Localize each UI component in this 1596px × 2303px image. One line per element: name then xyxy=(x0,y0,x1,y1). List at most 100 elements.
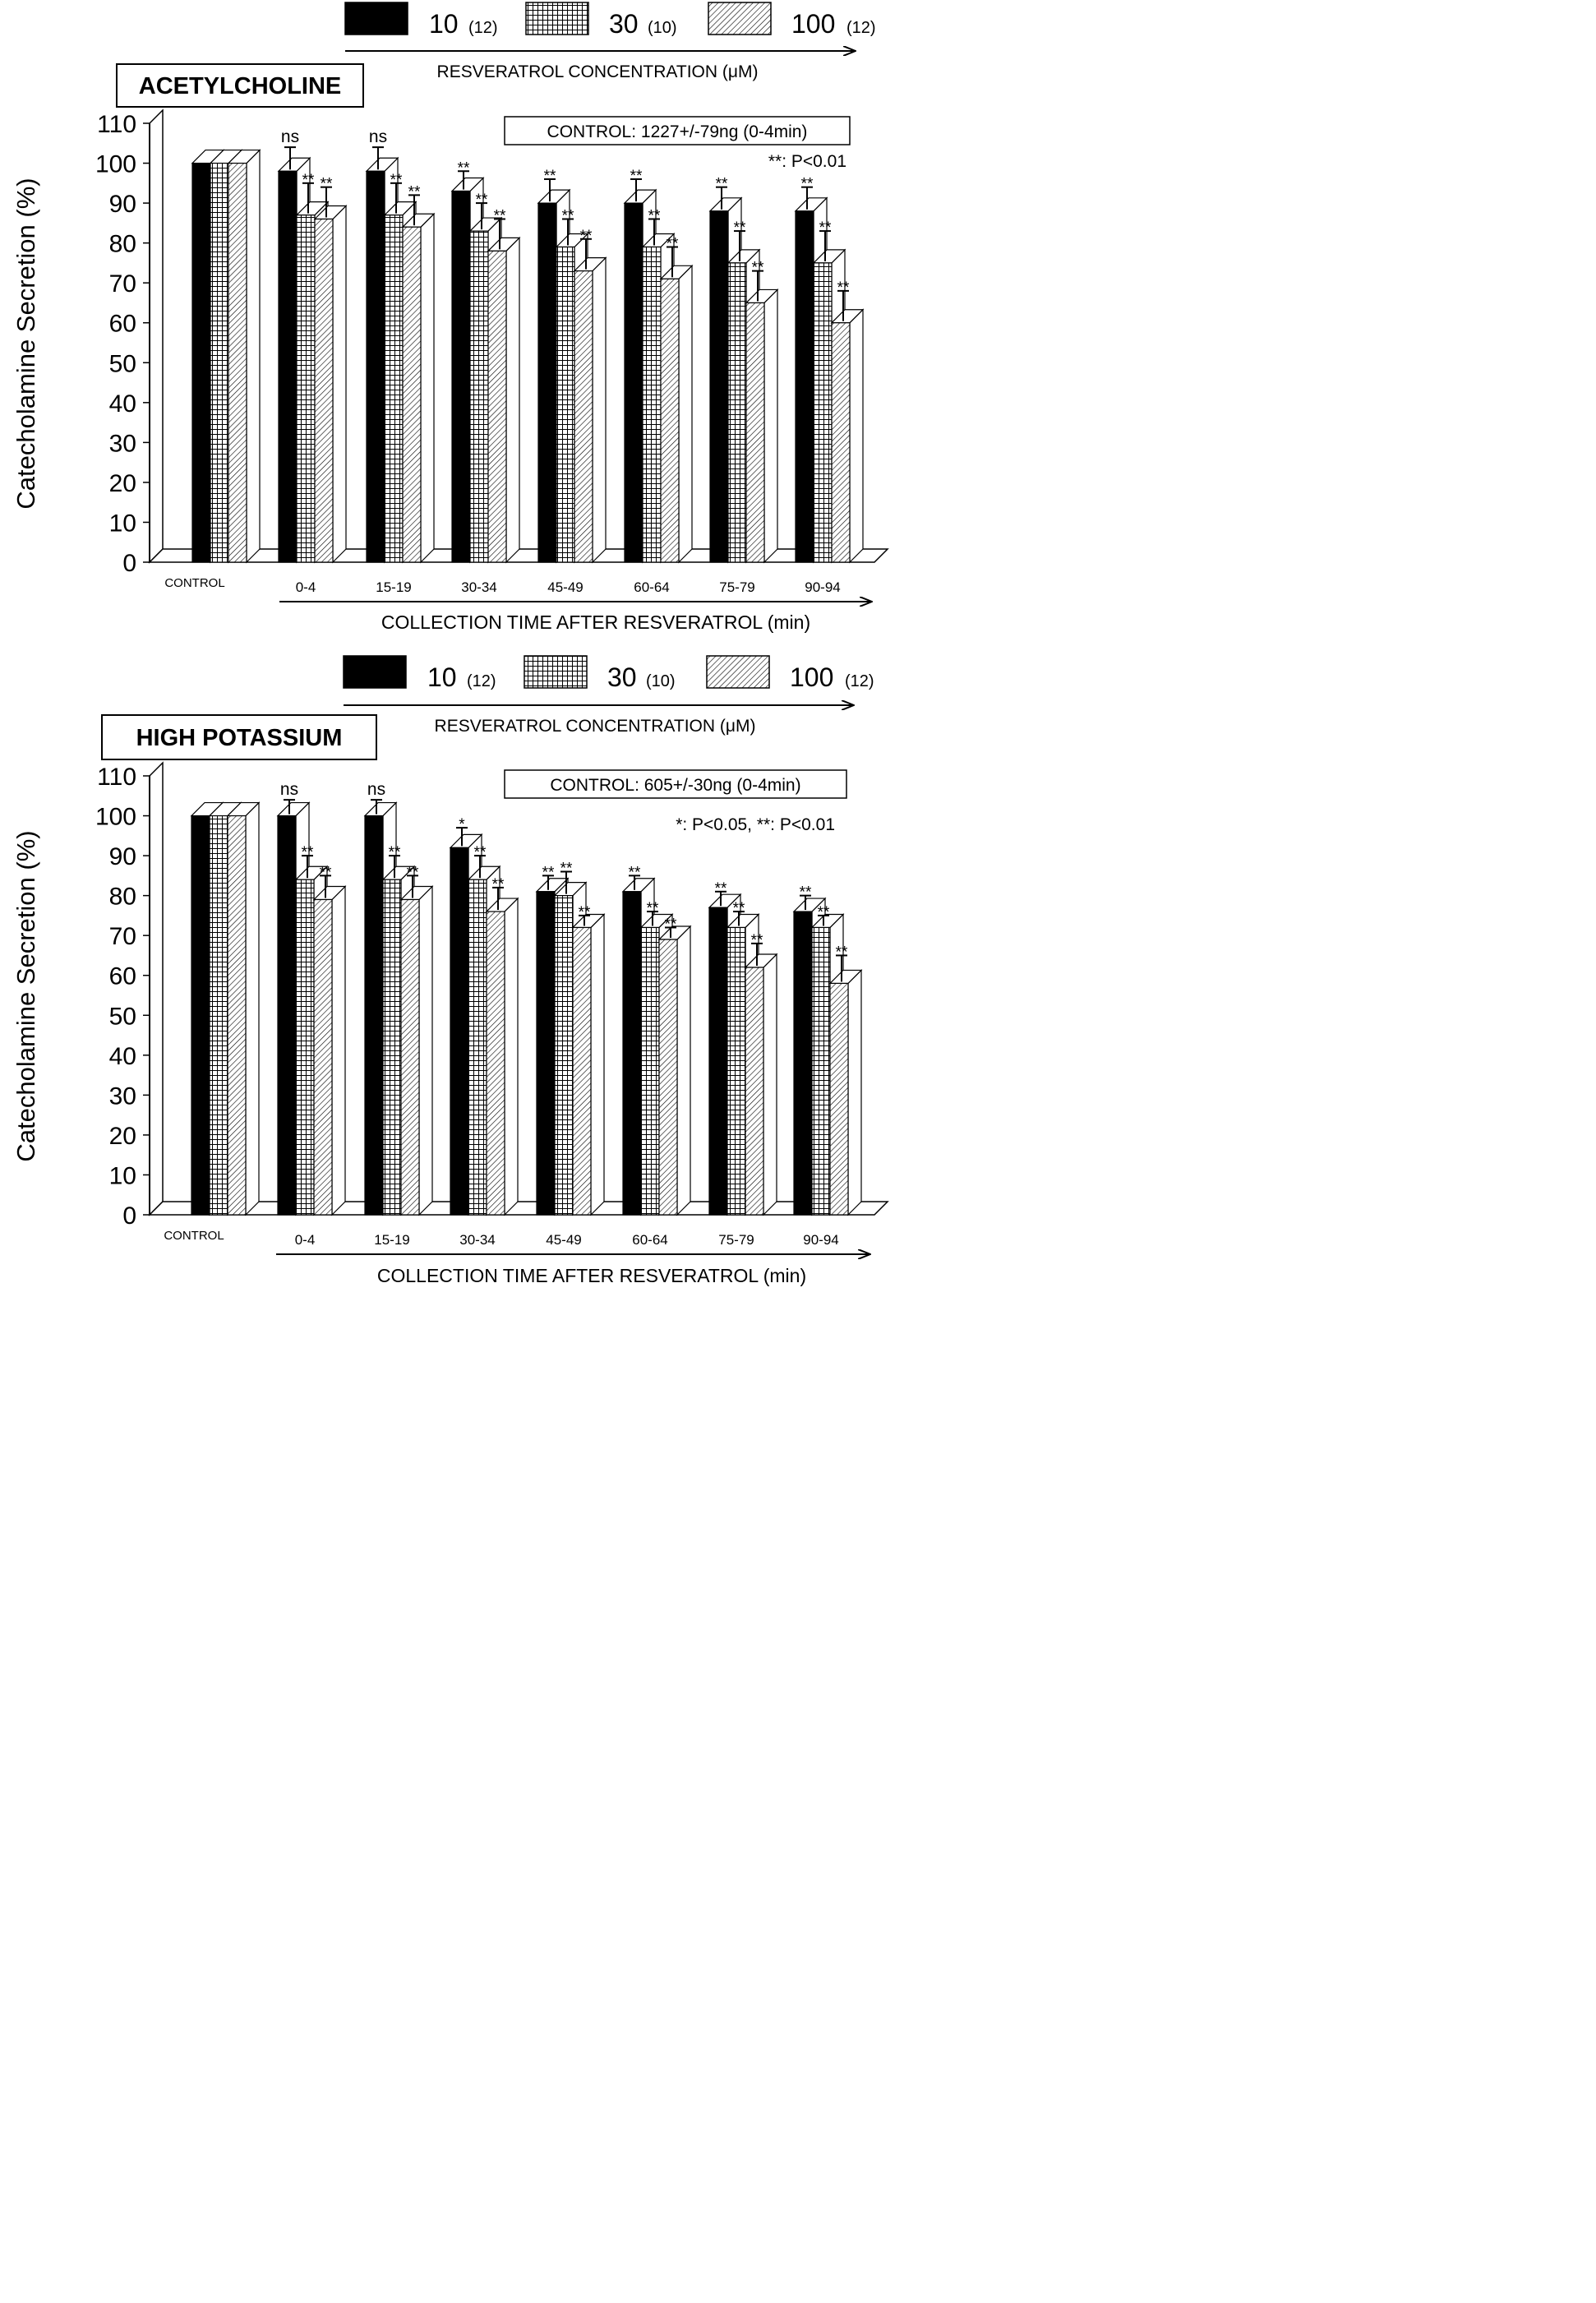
bars: ns ** ** ns ** ** ** ** ** ** ** ** ** ** ** ** ** ** ** **… xyxy=(191,127,865,564)
x-axis-label: COLLECTION TIME AFTER RESVERATROL (min) xyxy=(377,1265,806,1286)
legend-label-30: 30 xyxy=(607,662,637,692)
bar-side xyxy=(590,913,605,1216)
significance-mark: ** xyxy=(407,864,419,881)
legend-label-10: 10 xyxy=(429,9,459,39)
legend-n-10: (12) xyxy=(467,672,496,690)
significance-mark: ** xyxy=(302,844,314,861)
bar xyxy=(313,898,333,1216)
x-tick-label: 30-34 xyxy=(459,1232,495,1248)
floor xyxy=(148,1201,889,1216)
significance-mark: ** xyxy=(630,168,643,185)
legend-swatch-100 xyxy=(708,2,772,35)
control-note: CONTROL: 605+/-30ng (0-4min) xyxy=(550,776,800,795)
bar-side xyxy=(678,264,693,564)
bar xyxy=(622,891,642,1216)
y-tick-label: 100 xyxy=(95,151,136,178)
chart-title: ACETYLCHOLINE xyxy=(139,73,342,99)
chart-title-box xyxy=(116,63,364,108)
back-wall xyxy=(149,761,164,1216)
y-tick-label: 0 xyxy=(122,1202,136,1230)
y-tick-label: 20 xyxy=(109,1123,136,1150)
bar xyxy=(642,246,662,563)
back-wall xyxy=(149,108,164,564)
bar xyxy=(468,879,487,1216)
bar xyxy=(658,939,678,1216)
bar xyxy=(366,170,385,563)
y-tick-label: 30 xyxy=(109,1082,136,1110)
significance-mark: ** xyxy=(544,168,556,185)
legend-n-100: (12) xyxy=(846,19,876,37)
significance-mark: ** xyxy=(476,192,488,209)
panel-acetylcholine: 10 (12) 30 (10) 100 (12) RESVERATROL CON… xyxy=(12,2,889,633)
x-axis-label: COLLECTION TIME AFTER RESVERATROL (min) xyxy=(381,612,810,633)
x-tick-label: 90-94 xyxy=(805,579,840,595)
bar xyxy=(708,907,728,1216)
significance-mark: ** xyxy=(389,844,401,861)
bar xyxy=(572,926,592,1216)
bar xyxy=(314,218,334,563)
y-tick-label: 10 xyxy=(109,510,136,537)
legend-n-30: (10) xyxy=(646,672,676,690)
x-tick-label: 60-64 xyxy=(632,1232,667,1248)
bar xyxy=(487,250,507,563)
y-tick-label: 10 xyxy=(109,1162,136,1189)
significance-mark: ** xyxy=(836,944,848,961)
y-tick-label: 80 xyxy=(109,884,136,911)
significance-mark: ** xyxy=(494,208,506,225)
significance-mark: ns xyxy=(369,127,387,146)
bar xyxy=(624,202,643,563)
y-axis-label: Catecholamine Secretion (%) xyxy=(12,178,40,509)
y-tick-label: 50 xyxy=(109,350,136,377)
bar xyxy=(554,895,574,1216)
bar xyxy=(228,162,247,563)
figure: 10 (12) 30 (10) 100 (12) RESVERATROL CON… xyxy=(12,2,889,1286)
legend-label-30: 30 xyxy=(609,9,639,39)
bar xyxy=(209,815,228,1216)
legend-label-100: 100 xyxy=(790,662,833,692)
bar-side xyxy=(331,885,346,1216)
significance-note: **: P<0.01 xyxy=(768,152,846,171)
bar-side xyxy=(418,885,433,1216)
y-tick-label: 70 xyxy=(109,270,136,298)
bar xyxy=(364,815,384,1216)
x-tick-label: 75-79 xyxy=(719,579,754,595)
significance-mark: ** xyxy=(492,876,505,893)
significance-note: *: P<0.05, **: P<0.01 xyxy=(676,815,835,834)
bar-side xyxy=(763,953,777,1216)
legend-swatch-100 xyxy=(706,655,770,689)
bar xyxy=(382,879,402,1216)
significance-mark: ** xyxy=(733,900,745,917)
legend-n-30: (10) xyxy=(648,19,677,37)
legend: 10 (12) 30 (10) 100 (12) RESVERATROL CON… xyxy=(344,2,876,81)
floor xyxy=(148,548,889,563)
y-tick-label: 60 xyxy=(109,311,136,338)
bar xyxy=(574,270,593,563)
bar-side xyxy=(847,968,862,1216)
significance-mark: ** xyxy=(629,864,641,881)
legend-label-10: 10 xyxy=(427,662,457,692)
y-tick-label: 0 xyxy=(122,550,136,577)
x-tick-label: 0-4 xyxy=(295,1232,316,1248)
significance-mark: ** xyxy=(665,916,677,933)
bar xyxy=(745,967,764,1216)
bar xyxy=(191,162,211,563)
x-tick-label: 75-79 xyxy=(718,1232,754,1248)
bar xyxy=(536,891,556,1216)
significance-mark: ** xyxy=(560,861,573,878)
bar xyxy=(486,911,505,1216)
bar xyxy=(793,911,813,1216)
chart-title-box xyxy=(101,714,377,760)
y-tick-label: 110 xyxy=(97,764,136,791)
bar xyxy=(831,322,851,563)
significance-mark: ** xyxy=(751,932,763,949)
significance-mark: ** xyxy=(302,172,315,189)
significance-mark: * xyxy=(459,816,465,833)
bar xyxy=(295,879,315,1216)
bar xyxy=(278,170,298,563)
y-tick-label: 110 xyxy=(97,111,136,138)
bar-side xyxy=(332,205,347,564)
x-ticks: CONTROL 0-4 15-19 30-34 45-49 60-64 75-79 90-94 xyxy=(164,1229,838,1248)
chart-title: HIGH POTASSIUM xyxy=(136,725,343,751)
bar xyxy=(400,898,420,1216)
bar xyxy=(210,162,229,563)
